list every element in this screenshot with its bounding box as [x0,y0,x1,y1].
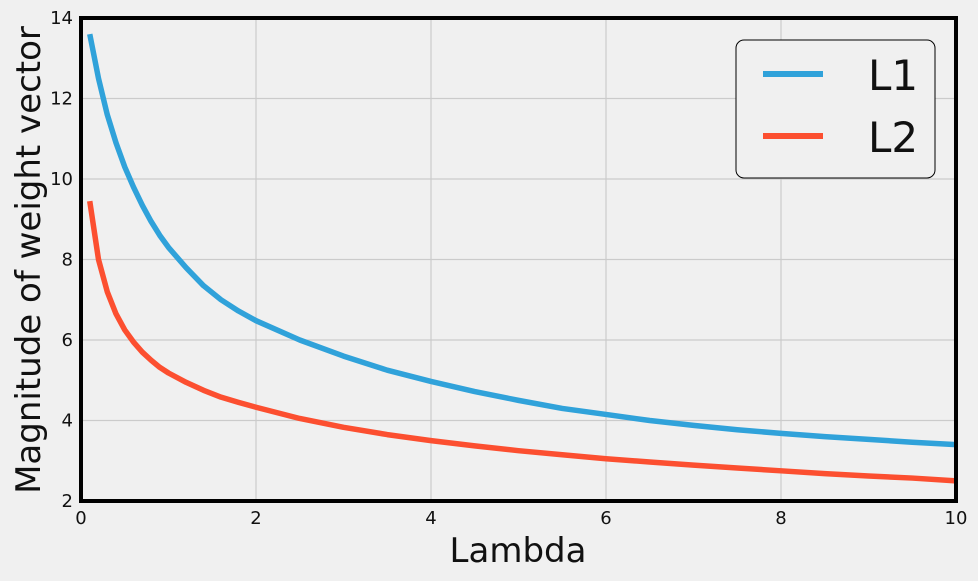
series-line-l2 [87,200,957,484]
y-tick-label: 4 [62,411,73,432]
x-tick-label: 2 [250,508,261,529]
legend-label-l2: L2 [868,113,918,162]
y-tick-label: 6 [62,330,73,351]
x-tick-label: 0 [75,508,86,529]
y-tick-label: 12 [50,89,73,110]
x-tick-label: 10 [945,508,968,529]
x-tick-label: 8 [775,508,786,529]
y-axis-label: Magnitude of weight vector [9,26,49,494]
y-tick-label: 10 [50,169,73,190]
series-line-l1 [87,33,957,448]
y-tick-label: 2 [62,491,73,512]
x-tick-label: 6 [600,508,611,529]
plot-frame [79,16,958,503]
y-tick-label: 8 [62,250,73,271]
legend-label-l1: L1 [868,51,918,100]
x-tick-label: 4 [425,508,436,529]
y-tick-label: 14 [50,8,73,29]
x-axis-label: Lambda [450,531,587,571]
legend: L1 L2 [735,39,936,179]
series-lines [87,33,957,484]
